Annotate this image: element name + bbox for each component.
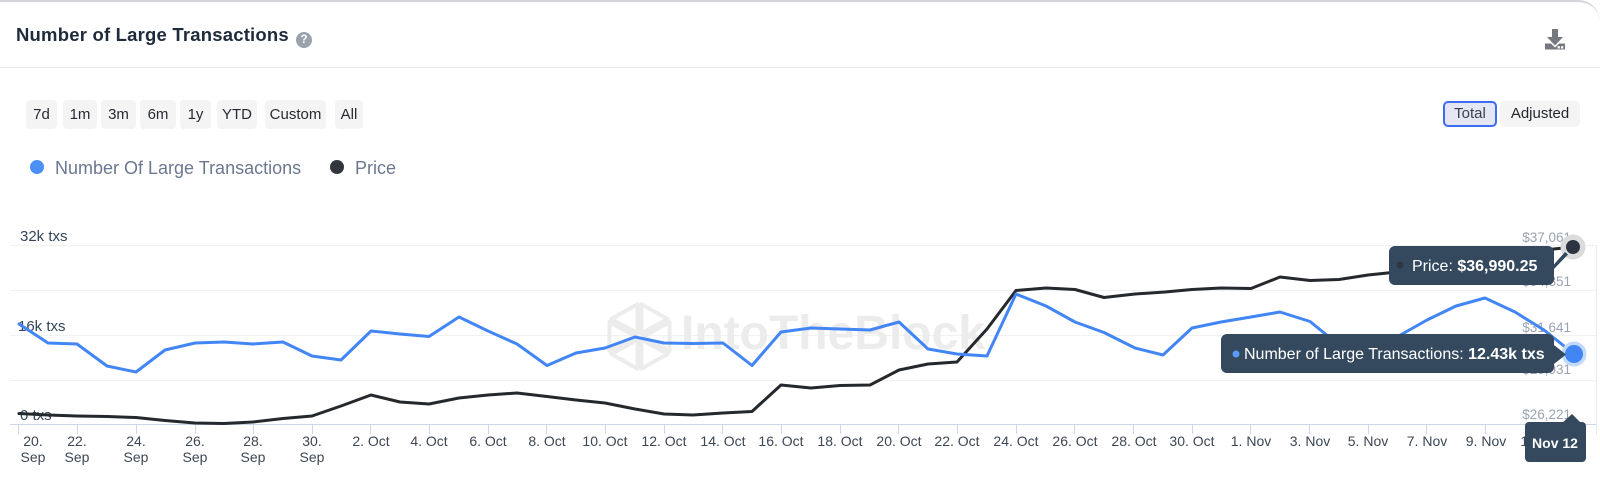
svg-text:9. Nov: 9. Nov [1466, 433, 1506, 449]
svg-text:10. Oct: 10. Oct [582, 433, 627, 449]
svg-text:5. Nov: 5. Nov [1348, 433, 1388, 449]
svg-text:28.Sep: 28. Sep [241, 433, 266, 465]
svg-text:2. Oct: 2. Oct [352, 433, 389, 449]
svg-text:14. Oct: 14. Oct [700, 433, 745, 449]
svg-text:26. Oct: 26. Oct [1052, 433, 1097, 449]
svg-text:24.Sep: 24. Sep [124, 433, 149, 465]
svg-text:22.Sep: 22. Sep [65, 433, 90, 465]
svg-text:8. Oct: 8. Oct [528, 433, 565, 449]
svg-text:32k txs: 32k txs [20, 228, 68, 245]
svg-text:16. Oct: 16. Oct [758, 433, 803, 449]
svg-text:28. Oct: 28. Oct [1111, 433, 1156, 449]
svg-text:$37,061: $37,061 [1522, 230, 1571, 245]
svg-text:Nov 12: Nov 12 [1532, 435, 1578, 451]
svg-text:6. Oct: 6. Oct [469, 433, 506, 449]
svg-text:30. Oct: 30. Oct [1169, 433, 1214, 449]
svg-text:7. Nov: 7. Nov [1407, 433, 1447, 449]
svg-text:18. Oct: 18. Oct [817, 433, 862, 449]
svg-text:20. Oct: 20. Oct [876, 433, 921, 449]
svg-text:24. Oct: 24. Oct [993, 433, 1038, 449]
svg-text:4. Oct: 4. Oct [410, 433, 447, 449]
svg-text:30.Sep: 30. Sep [300, 433, 325, 465]
svg-text:$26,221: $26,221 [1522, 407, 1571, 422]
svg-text:Number of Large Transactions:: Number of Large Transactions: 12.43k txs [1244, 346, 1545, 363]
svg-text:Price: $36,990.25: Price: $36,990.25 [1412, 258, 1538, 275]
svg-text:1. Nov: 1. Nov [1231, 433, 1271, 449]
svg-text:12. Oct: 12. Oct [641, 433, 686, 449]
svg-text:26.Sep: 26. Sep [183, 433, 208, 465]
svg-text:22. Oct: 22. Oct [934, 433, 979, 449]
svg-text:20.Sep: 20. Sep [21, 433, 46, 465]
svg-text:3. Nov: 3. Nov [1290, 433, 1330, 449]
